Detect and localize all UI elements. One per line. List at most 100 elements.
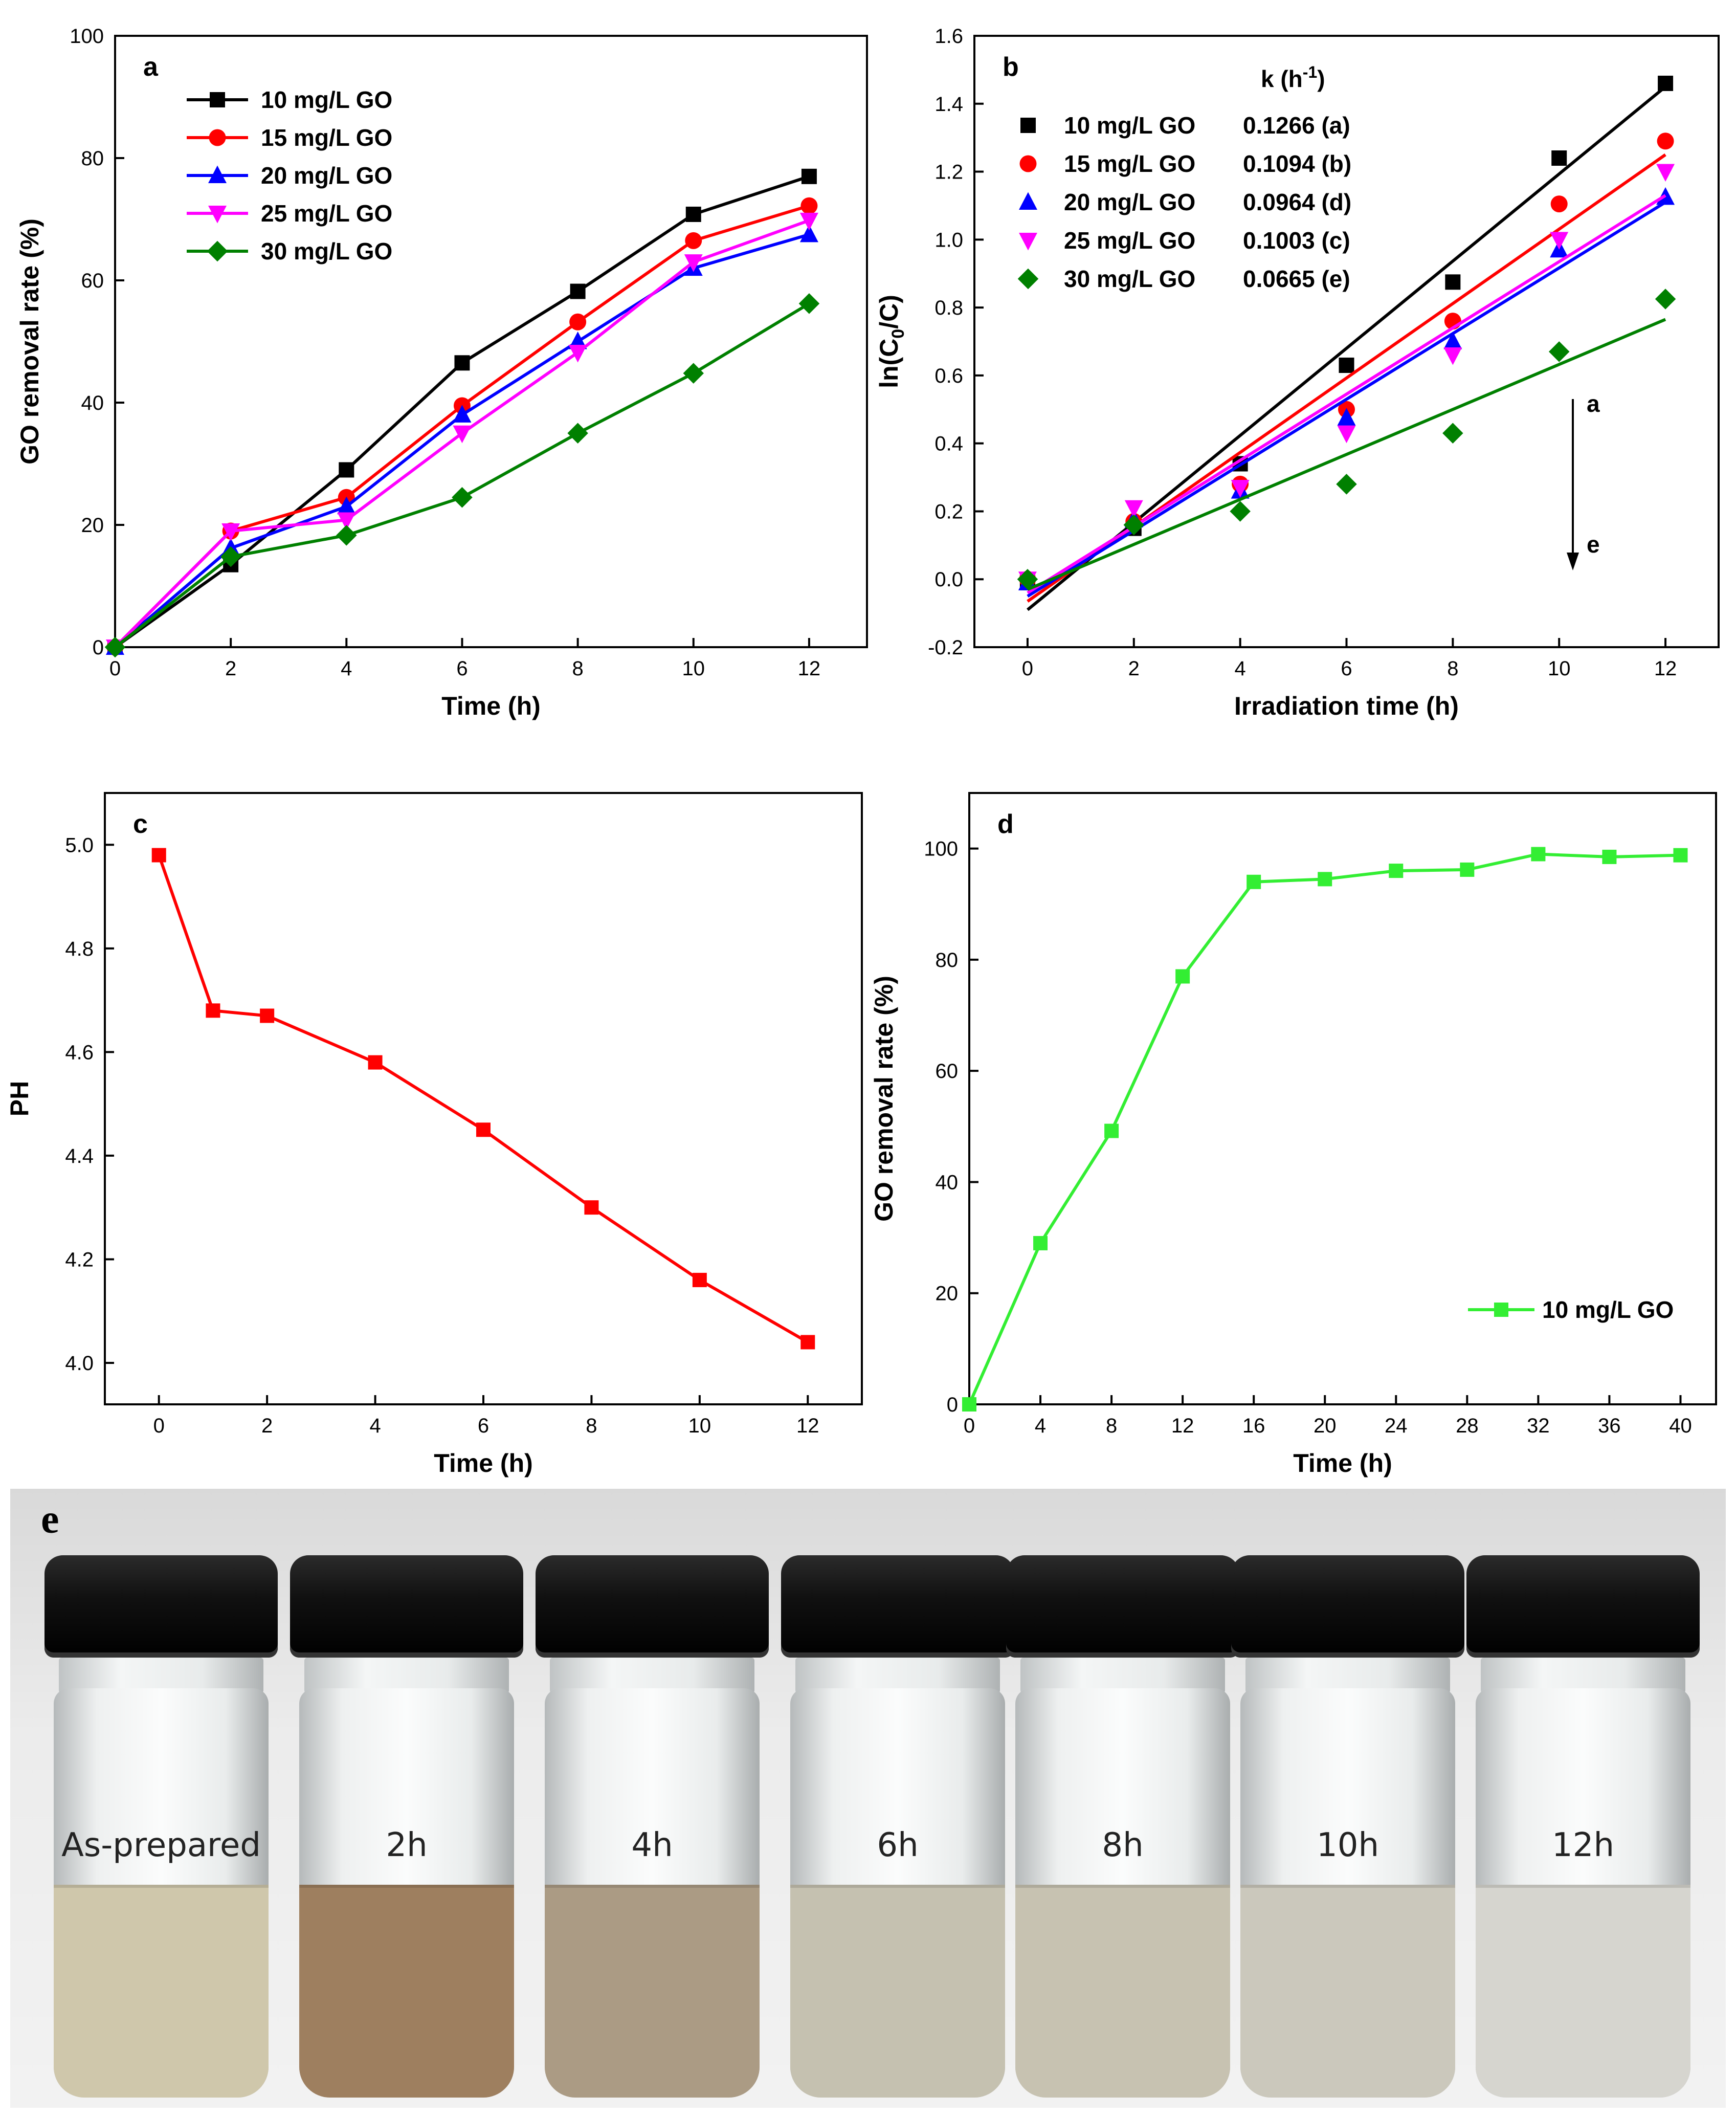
trend-arrow-bottom-label: e bbox=[1587, 531, 1600, 558]
x-axis-label: Time (h) bbox=[1293, 1449, 1392, 1478]
x-tick-label: 8 bbox=[1447, 657, 1458, 680]
x-tick-label: 40 bbox=[1669, 1415, 1692, 1437]
x-tick-label: 8 bbox=[586, 1415, 597, 1437]
fit-line bbox=[1027, 201, 1666, 598]
y-tick-label: 100 bbox=[924, 838, 958, 861]
data-point bbox=[1231, 479, 1250, 498]
k-header-main: k (h bbox=[1261, 65, 1303, 92]
legend-label: 15 mg/L GO bbox=[261, 124, 392, 151]
vial-glass bbox=[545, 1688, 760, 2098]
x-tick-label: 4 bbox=[369, 1415, 381, 1437]
vial-label: 4h bbox=[631, 1826, 673, 1864]
trend-arrow-head bbox=[1567, 553, 1579, 570]
data-point bbox=[568, 345, 587, 363]
data-point bbox=[1445, 274, 1461, 290]
data-point bbox=[454, 355, 470, 371]
y-tick-label: 4.4 bbox=[65, 1145, 94, 1167]
y-tick-label: 1.0 bbox=[934, 229, 963, 251]
vial-cap bbox=[1231, 1555, 1464, 1658]
x-tick-label: 12 bbox=[796, 1415, 819, 1437]
legend-marker bbox=[1017, 268, 1039, 290]
vial: 10h bbox=[1231, 1555, 1464, 2098]
y-tick-label: 40 bbox=[81, 392, 104, 414]
y-tick-label: -0.2 bbox=[928, 636, 963, 659]
series-line bbox=[157, 854, 809, 1344]
x-tick-label: 10 bbox=[682, 657, 705, 680]
data-point bbox=[452, 487, 473, 508]
legend-label: 25 mg/L GO bbox=[1064, 227, 1195, 254]
y-tick-label: 80 bbox=[936, 949, 959, 972]
data-point bbox=[800, 197, 818, 214]
data-point bbox=[151, 848, 166, 863]
data-point bbox=[1550, 232, 1569, 250]
data-point bbox=[337, 496, 356, 515]
legend-marker bbox=[207, 240, 228, 262]
data-point bbox=[1443, 347, 1462, 365]
data-point bbox=[1336, 474, 1357, 495]
legend-marker bbox=[208, 165, 227, 183]
data-point bbox=[584, 1200, 599, 1215]
data-point bbox=[1318, 872, 1332, 887]
y-axis-label: GO removal rate (%) bbox=[15, 218, 44, 465]
vial-cap bbox=[1466, 1555, 1700, 1658]
vial-glass bbox=[1015, 1688, 1230, 2098]
x-tick-label: 6 bbox=[478, 1415, 489, 1437]
vial: 8h bbox=[1006, 1555, 1239, 2098]
y-tick-label: 1.2 bbox=[934, 161, 963, 184]
x-tick-label: 0 bbox=[964, 1415, 975, 1437]
x-tick-label: 4 bbox=[341, 657, 352, 680]
x-tick-label: 28 bbox=[1456, 1415, 1479, 1437]
data-point bbox=[1602, 849, 1617, 864]
y-axis-label: GO removal rate (%) bbox=[870, 976, 898, 1222]
y-tick-label: 4.6 bbox=[65, 1041, 94, 1064]
y-tick-label: 40 bbox=[936, 1171, 959, 1194]
y-tick-label: 0 bbox=[93, 636, 104, 659]
data-point bbox=[104, 636, 126, 658]
vial-liquid bbox=[1240, 1885, 1455, 2098]
y-tick-label: 60 bbox=[81, 270, 104, 292]
data-point bbox=[799, 224, 818, 242]
x-tick-label: 4 bbox=[1235, 657, 1246, 680]
y-tick-label: 0 bbox=[947, 1394, 958, 1416]
x-tick-label: 20 bbox=[1314, 1415, 1337, 1437]
y-tick-label: 5.0 bbox=[65, 834, 94, 856]
legend-label: 25 mg/L GO bbox=[261, 200, 392, 227]
data-point bbox=[1442, 423, 1463, 444]
y-tick-label: 4.8 bbox=[65, 938, 94, 960]
legend-marker bbox=[1019, 192, 1037, 210]
x-tick-label: 12 bbox=[1171, 1415, 1194, 1437]
vial-glass bbox=[1240, 1688, 1455, 2098]
x-tick-label: 36 bbox=[1598, 1415, 1621, 1437]
x-tick-label: 24 bbox=[1385, 1415, 1408, 1437]
data-point bbox=[206, 1003, 220, 1018]
rate-constant-label: 0.0964 (d) bbox=[1243, 189, 1351, 215]
vial: As-prepared bbox=[44, 1555, 278, 2098]
x-tick-label: 2 bbox=[261, 1415, 273, 1437]
data-point bbox=[476, 1122, 491, 1137]
data-point bbox=[685, 232, 702, 249]
data-point bbox=[1230, 501, 1251, 522]
vial-neck bbox=[1245, 1658, 1450, 1693]
vial-neck bbox=[1481, 1658, 1685, 1693]
y-tick-label: 100 bbox=[70, 25, 104, 48]
data-point bbox=[1104, 1123, 1119, 1138]
y-tick-label: 0.0 bbox=[934, 568, 963, 591]
y-tick-label: 0.2 bbox=[934, 500, 963, 523]
vial-neck bbox=[795, 1658, 1000, 1693]
data-point bbox=[569, 313, 587, 330]
data-point bbox=[1551, 150, 1567, 166]
x-tick-label: 6 bbox=[1341, 657, 1352, 680]
vial: 2h bbox=[290, 1555, 523, 2098]
data-point bbox=[684, 254, 703, 272]
data-point bbox=[683, 363, 704, 384]
plot-frame bbox=[968, 792, 1717, 1405]
legend-label: 30 mg/L GO bbox=[1064, 266, 1195, 292]
vial: 4h bbox=[536, 1555, 769, 2098]
legend-marker bbox=[1494, 1303, 1508, 1317]
rate-constant-label: 0.1003 (c) bbox=[1243, 227, 1350, 254]
vial: 12h bbox=[1466, 1555, 1700, 2098]
vial-cap bbox=[781, 1555, 1014, 1658]
data-point bbox=[801, 168, 817, 184]
vial-label: As-prepared bbox=[61, 1826, 261, 1864]
legend-marker bbox=[210, 92, 225, 107]
